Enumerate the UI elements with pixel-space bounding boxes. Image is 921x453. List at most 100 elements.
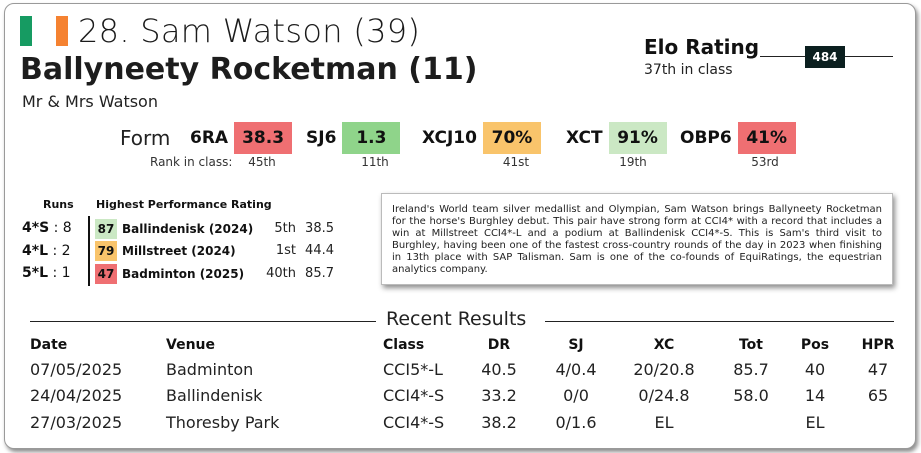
hpr-event: Millstreet (2024) (122, 244, 236, 258)
form-rank-6ra: 45th (248, 155, 276, 169)
col-sj: SJ (568, 337, 584, 353)
form-item-name: 6RA (190, 128, 229, 148)
flag-stripe-green (20, 16, 32, 46)
form-item-sj6: SJ6 1.3 (306, 122, 401, 154)
cell-date: 07/05/2025 (30, 360, 123, 379)
form-item-value: 91% (608, 122, 667, 154)
run-level: 5*L (22, 265, 48, 281)
form-rank-xct: 19th (619, 155, 647, 169)
hpr-event: Badminton (2025) (122, 267, 245, 281)
elo-value-badge: 484 (805, 46, 845, 68)
form-item-value: 1.3 (342, 122, 401, 154)
runs-row-5l: 5*L : 1 (22, 265, 71, 281)
recent-results-title: Recent Results (386, 308, 527, 330)
cell-dr: 33.2 (481, 386, 517, 405)
hpr-score-badge: 87 (95, 219, 117, 239)
cell-xc: 20/20.8 (633, 360, 695, 379)
hpr-row: 79 Millstreet (2024) (95, 241, 236, 261)
col-class: Class (383, 337, 425, 353)
cell-class: CCI4*-S (383, 386, 445, 405)
cell-dr: 38.2 (481, 413, 517, 432)
cell-class: CCI5*-L (383, 360, 443, 379)
col-tot: Tot (738, 337, 763, 353)
hpr-score-badge: 79 (95, 241, 117, 261)
cell-tot: 58.0 (733, 386, 769, 405)
elo-title: Elo Rating (644, 35, 760, 59)
rider-name: 28. Sam Watson (39) (78, 12, 421, 50)
run-count: 2 (61, 243, 71, 259)
run-count: 8 (62, 220, 72, 236)
cell-venue: Thoresby Park (166, 413, 280, 432)
cell-pos: 14 (804, 386, 826, 405)
col-xc: XC (653, 337, 675, 353)
cell-hpr: 65 (867, 386, 889, 405)
hpr-score-badge: 47 (95, 264, 117, 284)
form-item-name: OBP6 (680, 128, 732, 148)
cell-venue: Badminton (166, 360, 254, 379)
cell-tot: 85.7 (733, 360, 769, 379)
cell-date: 27/03/2025 (30, 413, 123, 432)
cell-hpr: 47 (867, 360, 889, 379)
form-item-name: XCJ10 (422, 128, 477, 148)
form-item-value: 70% (482, 122, 541, 154)
form-item-name: XCT (566, 128, 603, 148)
hpr-row: 47 Badminton (2025) (95, 264, 244, 284)
run-count: 1 (61, 265, 71, 281)
form-item-value: 38.3 (234, 122, 293, 154)
run-sep: : (53, 220, 59, 236)
runs-header: Runs (43, 198, 74, 211)
hpr-value: 85.7 (305, 266, 334, 281)
horse-name: Ballyneety Rocketman (11) (20, 52, 478, 87)
ireland-flag-icon (20, 16, 68, 46)
run-sep: : (52, 265, 58, 281)
cell-sj: 4/0.4 (555, 360, 597, 379)
hpr-value: 38.5 (305, 221, 334, 236)
cell-venue: Ballindenisk (166, 386, 263, 405)
form-item-6ra: 6RA 38.3 (190, 122, 293, 154)
col-venue: Venue (166, 337, 215, 353)
cell-sj: 0/1.6 (555, 413, 597, 432)
hpr-position: 40th (266, 266, 296, 281)
flag-stripe-white (38, 16, 50, 46)
form-rank-xcj10: 41st (502, 155, 530, 169)
owner-name: Mr & Mrs Watson (22, 92, 158, 111)
flag-stripe-orange (56, 16, 68, 46)
form-item-obp6: OBP6 41% (680, 122, 796, 154)
col-dr: DR (487, 337, 511, 353)
form-rank-sj6: 11th (361, 155, 389, 169)
hpr-position: 1st (275, 243, 296, 258)
hpr-event: Ballindenisk (2024) (122, 222, 254, 236)
divider-left (30, 321, 376, 322)
divider-right (545, 321, 894, 322)
hpr-position: 5th (274, 221, 296, 236)
cell-dr: 40.5 (481, 360, 517, 379)
form-rank-obp6: 53rd (751, 155, 779, 169)
cell-pos: 40 (804, 360, 826, 379)
cell-pos: EL (805, 413, 825, 432)
hpr-header: Highest Performance Rating (96, 198, 272, 211)
form-item-name: SJ6 (306, 128, 337, 148)
hpr-row: 87 Ballindenisk (2024) (95, 219, 253, 239)
cell-xc: EL (654, 413, 674, 432)
cell-class: CCI4*-S (383, 413, 445, 432)
cell-sj: 0/0 (563, 386, 589, 405)
col-pos: Pos (800, 337, 830, 353)
rider-bio: Ireland's World team silver medallist an… (381, 193, 893, 285)
elo-rank: 37th in class (644, 62, 733, 78)
form-item-xct: XCT 91% (566, 122, 667, 154)
form-item-xcj10: XCJ10 70% (422, 122, 541, 154)
form-item-value: 41% (737, 122, 796, 154)
hpr-value: 44.4 (305, 243, 334, 258)
cell-xc: 0/24.8 (638, 386, 690, 405)
rank-in-class-label: Rank in class: (150, 155, 233, 169)
runs-row-4l: 4*L : 2 (22, 243, 71, 259)
col-hpr: HPR (861, 337, 895, 353)
run-level: 4*S (22, 220, 50, 236)
form-label: Form (120, 126, 171, 150)
run-level: 4*L (22, 243, 48, 259)
cell-date: 24/04/2025 (30, 386, 123, 405)
run-sep: : (52, 243, 58, 259)
runs-row-4s: 4*S : 8 (22, 220, 72, 236)
col-date: Date (30, 337, 68, 353)
runs-divider (88, 216, 90, 286)
